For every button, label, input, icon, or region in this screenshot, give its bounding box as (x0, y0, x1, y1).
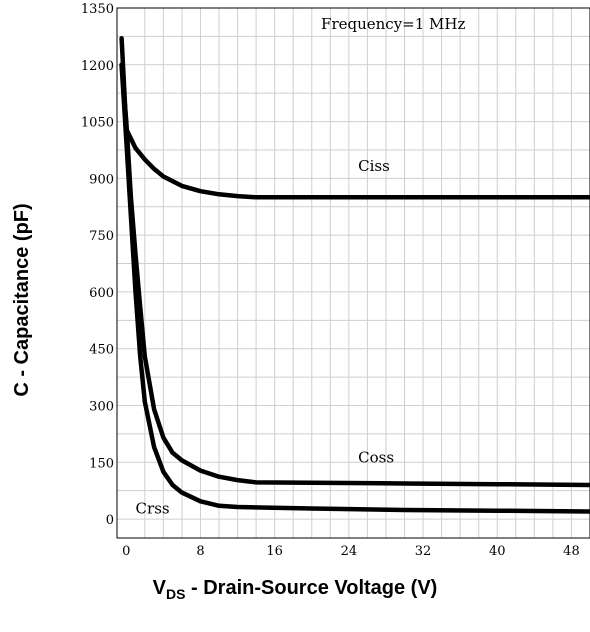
y-axis-title: C - Capacitance (pF) (11, 203, 33, 396)
x-tick-label: 0 (122, 544, 130, 559)
grid (117, 8, 590, 538)
x-tick-label: 40 (489, 544, 506, 559)
annotation-crss: Crss (136, 499, 170, 517)
y-tick-label: 600 (89, 286, 114, 301)
x-tick-label: 8 (196, 544, 204, 559)
series-line-coss (119, 62, 590, 488)
y-tick-label: 300 (89, 400, 114, 415)
x-axis-title-subscript: DS (166, 586, 185, 602)
y-tick-label: 1050 (81, 116, 114, 131)
annotations: Frequency=1 MHz Ciss Coss Crss (136, 15, 466, 518)
y-tick-label: 450 (89, 343, 114, 358)
annotation-ciss: Ciss (358, 157, 390, 175)
y-tick-label: 1200 (81, 59, 114, 74)
annotation-coss: Coss (358, 448, 394, 466)
annotation-frequency-1-mhz: Frequency=1 MHz (321, 15, 465, 33)
x-tick-label: 16 (266, 544, 283, 559)
series-line-crss (119, 62, 590, 514)
y-tick-label: 900 (89, 172, 114, 187)
x-tick-label: 32 (415, 544, 432, 559)
x-tick-label: 24 (341, 544, 358, 559)
x-axis-title-prefix: V (153, 577, 167, 599)
y-tick-label: 150 (89, 456, 114, 471)
x-axis-title: VDS - Drain-Source Voltage (V) (153, 577, 438, 602)
series-lines (119, 36, 590, 514)
series-line-ciss (119, 36, 590, 200)
x-tick-label: 48 (563, 544, 580, 559)
y-tick-label: 1350 (81, 2, 114, 17)
tick-labels: 0 150 300 450 600 750 900 1050 1200 1350 0 8 16 24 32 4… (81, 2, 580, 559)
x-axis-title-rest: - Drain-Source Voltage (V) (185, 577, 437, 599)
y-tick-label: 750 (89, 229, 114, 244)
plot-area-frame (116, 7, 590, 539)
y-tick-label: 0 (106, 513, 114, 528)
